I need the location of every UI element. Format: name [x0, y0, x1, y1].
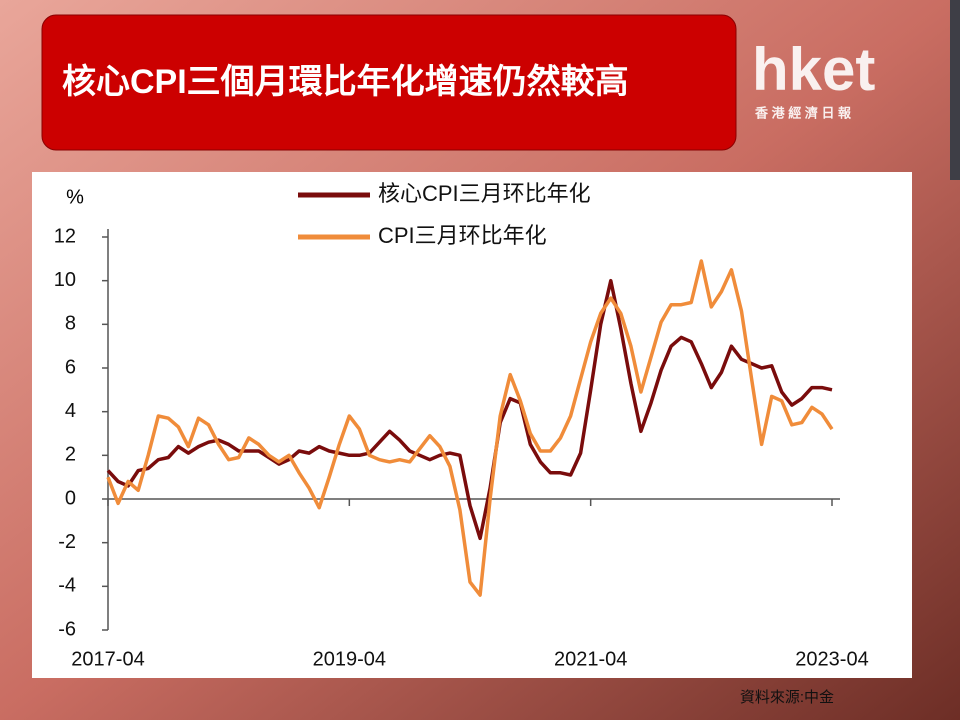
side-bar [950, 0, 960, 180]
source: 資料來源:中金 [740, 689, 834, 706]
series-line [106, 259, 834, 597]
x-tick-label: 2019-04 [313, 648, 386, 670]
x-tick-label: 2017-04 [71, 648, 144, 670]
logo: hket [752, 36, 875, 103]
title-box [41, 14, 737, 151]
y-tick-label: 0 [65, 487, 76, 509]
y-tick-label: 10 [54, 269, 76, 291]
x-tick-label: 2021-04 [554, 648, 627, 670]
x-tick-label: 2023-04 [795, 648, 868, 670]
y-tick-label: 6 [65, 356, 76, 378]
y-tick-label: 4 [65, 400, 76, 422]
y-tick-label: 12 [54, 225, 76, 247]
y-axis-label: % [66, 186, 84, 208]
y-tick-label: -6 [58, 618, 76, 640]
logo-subtitle: 香 港 經 濟 日 報 [754, 105, 852, 120]
legend-label: CPI三月环比年化 [378, 223, 547, 248]
slide-title: 核心CPI三個月環比年化增速仍然較高 [62, 62, 629, 101]
chart-panel [32, 172, 912, 678]
series-line [106, 278, 833, 541]
y-tick-label: -2 [58, 531, 76, 553]
y-tick-label: 2 [65, 444, 76, 466]
legend-label: 核心CPI三月环比年化 [378, 181, 591, 206]
y-tick-label: -4 [58, 575, 76, 597]
y-tick-label: 8 [65, 313, 76, 335]
